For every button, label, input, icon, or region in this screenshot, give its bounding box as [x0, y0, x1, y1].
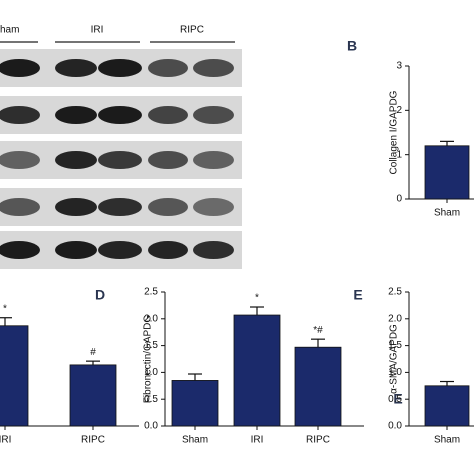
y-axis-label: Fibronectin/GAPDG	[143, 315, 154, 404]
bar	[171, 380, 219, 427]
blot-band	[0, 106, 40, 124]
x-tick-label: RIPC	[306, 435, 330, 446]
blot-band	[0, 241, 40, 259]
x-tick-label: IRI	[251, 435, 264, 446]
y-tick-label: 1.5	[144, 340, 158, 351]
blot-band	[193, 106, 234, 124]
y-tick-label: 2.5	[388, 287, 402, 298]
overlay-text: E	[393, 391, 402, 407]
bar	[294, 346, 342, 427]
significance-label: *	[255, 293, 259, 304]
panel-label: E	[353, 287, 362, 303]
group-label: IRI	[91, 25, 104, 36]
blot-band	[193, 198, 234, 216]
x-tick-label: Sham	[182, 435, 208, 446]
blot-band	[148, 151, 188, 169]
significance-label: #	[90, 347, 96, 358]
y-axis-label: α-SMA/GAPDG	[389, 324, 400, 394]
x-tick-label: Sham	[434, 208, 460, 219]
western-blot: ham IRI RIPC	[0, 25, 242, 269]
blot-band	[148, 241, 188, 259]
blot-band	[98, 106, 142, 124]
bar	[424, 145, 470, 200]
y-tick-label: 1	[396, 149, 402, 160]
y-tick-label: 1.0	[144, 367, 158, 378]
blot-band	[55, 106, 97, 124]
blot-band	[98, 198, 142, 216]
blot-band	[0, 151, 40, 169]
x-tick-label: RIPC	[81, 435, 105, 446]
y-tick-label: 3	[396, 61, 402, 72]
blot-band	[55, 59, 97, 77]
blot-band	[55, 241, 97, 259]
y-tick-label: 1.5	[388, 340, 402, 351]
y-tick-label: 0.0	[388, 421, 402, 432]
y-tick-label: 0.5	[144, 394, 158, 405]
y-axis-label: Collagen I/GAPDG	[389, 90, 400, 174]
significance-label: *	[3, 303, 7, 314]
blot-band	[98, 151, 142, 169]
bar	[233, 314, 281, 427]
blot-band	[148, 106, 188, 124]
panel-label: D	[95, 287, 105, 303]
blot-band	[193, 151, 234, 169]
bar	[424, 385, 470, 427]
y-tick-label: 2.5	[144, 287, 158, 298]
group-label: RIPC	[180, 25, 204, 36]
y-tick-label: 2	[396, 105, 402, 116]
blot-band	[55, 198, 97, 216]
blot-band	[193, 59, 234, 77]
bar	[69, 364, 117, 427]
group-label: ham	[0, 25, 19, 36]
blot-band	[148, 198, 188, 216]
bar	[0, 325, 29, 427]
y-tick-label: 2.0	[144, 313, 158, 324]
blot-band	[0, 59, 40, 77]
y-tick-label: 0.5	[388, 394, 402, 405]
x-tick-label: Sham	[434, 435, 460, 446]
panel-label: B	[347, 38, 357, 54]
blot-band	[98, 59, 142, 77]
y-tick-label: 1.0	[388, 367, 402, 378]
y-tick-label: 2.0	[388, 313, 402, 324]
blot-band	[98, 241, 142, 259]
y-tick-label: 0	[396, 194, 402, 205]
x-tick-label: IRI	[0, 435, 11, 446]
blot-band	[193, 241, 234, 259]
blot-band	[0, 198, 40, 216]
blot-band	[148, 59, 188, 77]
y-tick-label: 0.0	[144, 421, 158, 432]
blot-band	[55, 151, 97, 169]
significance-label: *#	[313, 325, 323, 336]
